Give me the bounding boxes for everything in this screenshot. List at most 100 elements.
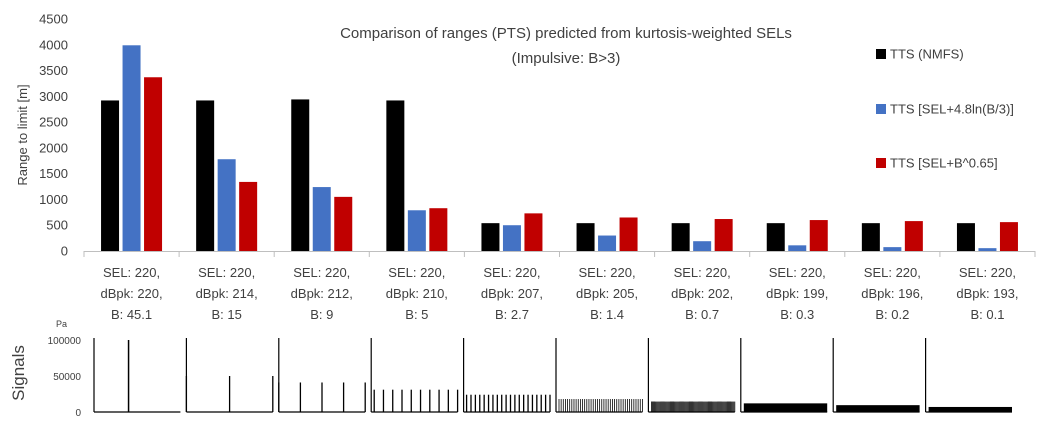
bar-3-7 xyxy=(714,219,733,251)
chart-subtitle: (Impulsive: B>3) xyxy=(512,50,621,67)
bar-3-5 xyxy=(524,213,543,251)
bar-2-3 xyxy=(312,187,331,251)
y-tick-label: 2500 xyxy=(39,115,68,130)
signals-y-tick-label: 50000 xyxy=(53,372,81,383)
bar-2-8 xyxy=(788,245,807,251)
signal-panel-10 xyxy=(924,338,1012,413)
x-tick-label: B: 0.7 xyxy=(685,307,719,320)
bar-2-5 xyxy=(502,225,521,251)
x-tick-label: B: 15 xyxy=(211,307,241,320)
bar-2-6 xyxy=(598,235,617,251)
bar-1-6 xyxy=(576,223,595,251)
x-tick-label: SEL: 220, xyxy=(293,265,350,280)
x-axis-category-labels: SEL: 220, dBpk: 220, B: 45.1 SEL: 220, dBpk:… xyxy=(100,265,1018,320)
x-tick-label: dBpk: 196, xyxy=(861,286,923,301)
bar-3-10 xyxy=(999,222,1018,251)
y-tick-label: 3500 xyxy=(39,63,68,78)
signal-panel-7 xyxy=(647,338,736,413)
y-tick-label: 0 xyxy=(61,244,68,259)
signals-y-ticks: 0 50000 100000 xyxy=(48,336,82,419)
bar-3-6 xyxy=(619,217,638,251)
x-tick-label: SEL: 220, xyxy=(388,265,445,280)
bar-3-2 xyxy=(239,181,258,251)
x-tick-label: B: 1.4 xyxy=(590,307,624,320)
x-tick-label: B: 5 xyxy=(405,307,428,320)
bar-1-9 xyxy=(861,223,880,251)
y-tick-label: 4500 xyxy=(39,12,68,27)
x-tick-label: SEL: 220, xyxy=(198,265,255,280)
legend-swatch-2 xyxy=(876,104,886,114)
y-axis-ticks: 0 500 1000 1500 2000 2500 3000 3500 4000 4500 xyxy=(39,12,68,259)
x-tick-label: dBpk: 220, xyxy=(100,286,162,301)
x-tick-label: SEL: 220, xyxy=(959,265,1016,280)
bar-1-7 xyxy=(671,223,690,251)
y-tick-label: 1000 xyxy=(39,192,68,207)
bar-3-8 xyxy=(809,220,828,251)
bar-2-10 xyxy=(978,248,997,251)
bar-1-2 xyxy=(196,100,215,251)
x-tick-label: B: 2.7 xyxy=(495,307,529,320)
signals-y-label: Signals xyxy=(9,345,28,401)
x-tick-label: dBpk: 199, xyxy=(766,286,828,301)
x-tick-label: SEL: 220, xyxy=(864,265,921,280)
x-axis-tick-marks xyxy=(83,251,1036,257)
x-tick-label: SEL: 220, xyxy=(769,265,826,280)
y-tick-label: 3000 xyxy=(39,89,68,104)
signal-panel-2 xyxy=(185,338,274,413)
bar-2-1 xyxy=(122,45,141,251)
x-tick-label: SEL: 220, xyxy=(483,265,540,280)
signal-panel-5 xyxy=(463,338,551,413)
x-tick-label: dBpk: 212, xyxy=(291,286,353,301)
legend-swatch-3 xyxy=(876,158,886,168)
signal-panel-9 xyxy=(832,338,920,413)
x-tick-label: dBpk: 207, xyxy=(481,286,543,301)
legend-swatch-1 xyxy=(876,49,886,59)
x-tick-label: SEL: 220, xyxy=(578,265,635,280)
x-tick-label: B: 0.3 xyxy=(780,307,814,320)
bar-1-3 xyxy=(291,99,310,251)
y-tick-label: 4000 xyxy=(39,37,68,52)
bar-3-3 xyxy=(334,196,353,251)
signal-panels xyxy=(93,338,1012,413)
legend-label-1: TTS (NMFS) xyxy=(890,47,964,62)
bar-1-1 xyxy=(101,100,120,251)
y-tick-label: 500 xyxy=(46,218,68,233)
bar-2-7 xyxy=(693,241,712,251)
signal-panel-4 xyxy=(370,338,459,413)
bar-3-4 xyxy=(429,208,448,251)
x-tick-label: dBpk: 210, xyxy=(386,286,448,301)
bar-2-2 xyxy=(217,159,236,251)
range-bar-chart: Comparison of ranges (PTS) predicted fro… xyxy=(15,12,1036,320)
x-tick-label: dBpk: 214, xyxy=(196,286,258,301)
signals-y-tick-label: 100000 xyxy=(48,336,82,347)
bar-1-4 xyxy=(386,100,405,251)
y-tick-label: 1500 xyxy=(39,166,68,181)
x-tick-label: SEL: 220, xyxy=(674,265,731,280)
bar-3-1 xyxy=(144,77,163,251)
signals-unit-label: Pa xyxy=(56,319,67,329)
x-tick-label: dBpk: 202, xyxy=(671,286,733,301)
x-tick-label: SEL: 220, xyxy=(103,265,160,280)
chart-title: Comparison of ranges (PTS) predicted fro… xyxy=(340,25,792,42)
legend-label-3: TTS [SEL+B^0.65] xyxy=(890,156,998,171)
x-tick-label: B: 45.1 xyxy=(111,307,152,320)
bar-3-9 xyxy=(904,221,923,251)
signal-panel-1 xyxy=(93,338,181,413)
x-tick-label: B: 9 xyxy=(310,307,333,320)
bar-2-9 xyxy=(883,247,902,251)
bar-2-4 xyxy=(407,210,426,251)
legend-label-2: TTS [SEL+4.8ln(B/3)] xyxy=(890,102,1014,117)
x-tick-label: dBpk: 193, xyxy=(956,286,1018,301)
signals-y-tick-label: 0 xyxy=(75,408,81,419)
bar-1-10 xyxy=(956,223,975,251)
x-tick-label: dBpk: 205, xyxy=(576,286,638,301)
bar-1-5 xyxy=(481,223,500,251)
x-tick-label: B: 0.1 xyxy=(970,307,1004,320)
y-axis-label: Range to limit [m] xyxy=(15,84,30,185)
x-tick-label: B: 0.2 xyxy=(875,307,909,320)
bar-series xyxy=(101,45,1018,251)
signal-panel-3 xyxy=(278,338,366,413)
y-tick-label: 2000 xyxy=(39,140,68,155)
signal-panel-8 xyxy=(740,338,828,413)
signal-panel-6 xyxy=(555,338,643,413)
